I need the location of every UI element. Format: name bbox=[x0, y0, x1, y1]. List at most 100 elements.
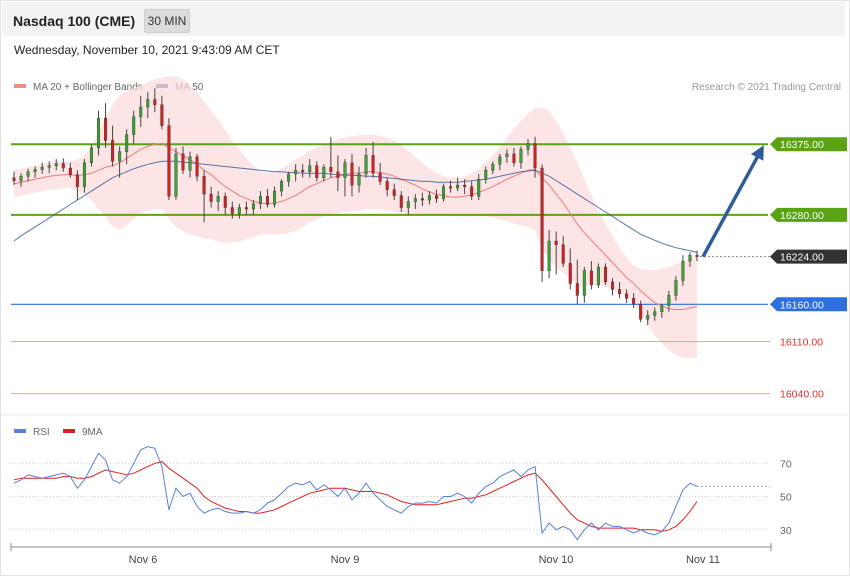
candle-body bbox=[244, 207, 248, 210]
candle bbox=[371, 141, 375, 178]
candle-body bbox=[89, 147, 93, 164]
candle-body bbox=[12, 177, 16, 181]
rsi-tick-label: 30 bbox=[780, 525, 792, 537]
candle bbox=[449, 180, 453, 193]
rsi-tick-label: 70 bbox=[780, 458, 792, 470]
candle bbox=[167, 118, 171, 201]
candle bbox=[603, 263, 607, 285]
x-tick-label: Nov 9 bbox=[331, 554, 360, 566]
candle-body bbox=[392, 189, 396, 196]
ma20-line bbox=[13, 142, 698, 310]
candle bbox=[533, 136, 537, 178]
candle bbox=[653, 307, 657, 321]
candle-body bbox=[653, 311, 657, 316]
candle bbox=[146, 92, 150, 119]
candle-body bbox=[505, 153, 509, 158]
candle-body bbox=[329, 167, 333, 172]
attribution: Research © 2021 Trading Central bbox=[692, 82, 841, 93]
candle bbox=[181, 146, 185, 174]
candle bbox=[442, 183, 446, 202]
candle bbox=[582, 267, 586, 303]
level-label: 16040.00 bbox=[780, 389, 824, 401]
candle bbox=[378, 162, 382, 186]
legend-9ma-label: 9MA bbox=[82, 427, 103, 438]
candle bbox=[491, 161, 495, 174]
candle-body bbox=[118, 151, 122, 162]
candle-body bbox=[575, 283, 579, 296]
candle-body bbox=[385, 181, 389, 190]
x-tick-label: Nov 11 bbox=[686, 554, 720, 566]
candle bbox=[111, 125, 115, 167]
candle-body bbox=[632, 298, 636, 305]
level-tag bbox=[770, 297, 847, 312]
level-labels: 16375.00 16280.00 16224.00 16160.00 16110.00… bbox=[770, 137, 847, 401]
ma50-line bbox=[13, 160, 698, 253]
candle-body bbox=[265, 196, 269, 205]
candle-body bbox=[104, 117, 108, 141]
candle bbox=[406, 196, 410, 215]
candle bbox=[484, 166, 488, 184]
candle-body bbox=[667, 295, 671, 306]
candle-body bbox=[603, 266, 607, 283]
candle bbox=[258, 191, 262, 209]
candle-body bbox=[54, 163, 58, 166]
candle bbox=[273, 186, 277, 208]
candle-body bbox=[547, 240, 551, 271]
candle-body bbox=[202, 176, 206, 195]
candle bbox=[202, 170, 206, 223]
candle-body bbox=[139, 106, 143, 117]
candle-body bbox=[47, 165, 51, 168]
candle-body bbox=[195, 156, 199, 177]
candle bbox=[294, 164, 298, 182]
level-tag bbox=[770, 207, 847, 222]
level-label: 16280.00 bbox=[780, 210, 824, 222]
candlesticks bbox=[12, 88, 699, 326]
candle-body bbox=[125, 134, 129, 152]
candle-body bbox=[639, 304, 643, 320]
candle-body bbox=[463, 184, 467, 187]
candle bbox=[639, 300, 643, 323]
candle-body bbox=[160, 104, 164, 126]
candle-body bbox=[596, 266, 600, 286]
candle-body bbox=[237, 207, 241, 214]
candle bbox=[223, 192, 227, 215]
candle bbox=[618, 281, 622, 299]
candle-body bbox=[273, 190, 277, 205]
timestamp: Wednesday, November 10, 2021 9:43:09 AM … bbox=[14, 43, 280, 57]
candle-body bbox=[251, 203, 255, 210]
candle-body bbox=[75, 174, 79, 187]
candle-body bbox=[625, 293, 629, 299]
candle bbox=[195, 153, 199, 182]
candle-body bbox=[526, 143, 530, 150]
candle-body bbox=[209, 193, 213, 202]
candle bbox=[209, 186, 213, 208]
candle bbox=[308, 159, 312, 178]
candle bbox=[118, 146, 122, 178]
rsi-line bbox=[13, 446, 698, 541]
level-tag bbox=[770, 249, 847, 264]
candle bbox=[89, 144, 93, 167]
candle bbox=[96, 110, 100, 156]
candle-body bbox=[491, 164, 495, 171]
candle bbox=[399, 191, 403, 212]
candle bbox=[561, 235, 565, 268]
candle-body bbox=[364, 155, 368, 175]
candle-body bbox=[40, 167, 44, 170]
candle bbox=[230, 201, 234, 219]
candle-body bbox=[688, 254, 692, 262]
projection-arrowhead bbox=[750, 145, 764, 161]
timeframe-button[interactable]: 30 MIN bbox=[144, 9, 190, 33]
candle-body bbox=[146, 99, 150, 108]
candle-body bbox=[153, 99, 157, 105]
candle bbox=[160, 95, 164, 130]
candle bbox=[568, 248, 572, 290]
candle-body bbox=[181, 153, 185, 171]
candle bbox=[463, 179, 467, 195]
candle-body bbox=[230, 207, 234, 214]
candle-body bbox=[681, 260, 685, 281]
rsi-tick-label: 50 bbox=[780, 492, 792, 504]
level-label: 16224.00 bbox=[780, 252, 824, 264]
candle-body bbox=[589, 270, 593, 286]
candle-body bbox=[399, 195, 403, 208]
level-label: 16160.00 bbox=[780, 299, 824, 311]
